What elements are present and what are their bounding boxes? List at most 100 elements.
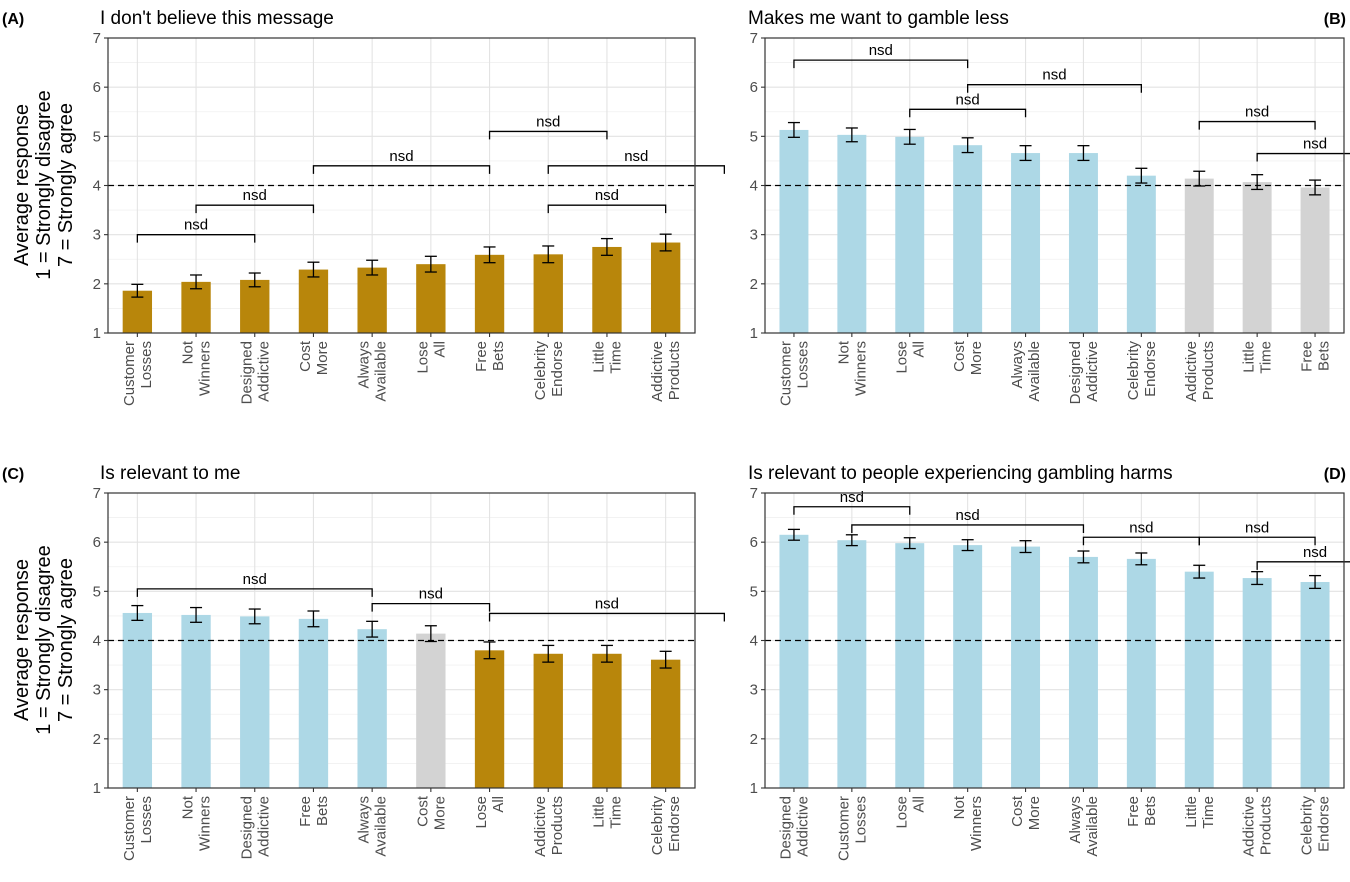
svg-text:FreeBets: FreeBets	[297, 796, 331, 827]
panel-letter: (A)	[2, 11, 24, 28]
error-bar	[659, 650, 672, 669]
error-bar	[542, 245, 555, 264]
chart-panel-2: nsd nsd nsd nsd nsd 1 2 3 4 5 6 7 CustomerLosses NotW…	[748, 8, 1350, 406]
y-tick-label: 4	[93, 633, 101, 650]
nsd-label: nsd	[1129, 519, 1153, 536]
panel-title: Is relevant to people experiencing gambl…	[748, 463, 1173, 484]
panel-letter: (C)	[2, 466, 24, 483]
error-bar	[1309, 179, 1322, 196]
error-bar	[542, 644, 555, 663]
bar	[650, 242, 681, 333]
svg-text:CelebrityEndorse: CelebrityEndorse	[1125, 341, 1159, 401]
nsd-label: nsd	[624, 148, 648, 165]
error-bar	[131, 604, 144, 621]
y-tick-label: 7	[93, 485, 101, 502]
nsd-bracket: nsd	[909, 91, 1027, 118]
y-tick-label: 5	[750, 128, 758, 145]
nsd-bracket: nsd	[136, 217, 256, 243]
error-bar	[483, 641, 496, 660]
x-tick-label: NotWinners	[180, 340, 214, 396]
x-tick-label: CustomerLosses	[121, 796, 155, 861]
svg-text:AddictiveProducts: AddictiveProducts	[1241, 796, 1275, 857]
bar	[1242, 578, 1272, 788]
svg-text:Average response: Average response	[11, 104, 33, 266]
bar	[837, 134, 867, 333]
bar	[895, 543, 925, 788]
bar	[895, 136, 925, 333]
error-bar	[190, 274, 203, 290]
svg-text:Average response: Average response	[11, 559, 33, 721]
bar	[533, 653, 563, 788]
x-tick-label: AlwaysAvailable	[1067, 796, 1101, 857]
svg-text:LittleTime: LittleTime	[590, 341, 624, 374]
bar	[1126, 175, 1156, 333]
bar	[1184, 571, 1214, 788]
svg-text:FreeBets: FreeBets	[473, 341, 507, 372]
bar	[474, 650, 505, 788]
nsd-label: nsd	[956, 507, 980, 524]
error-bar	[1135, 167, 1148, 184]
x-tick-label: AddictiveProducts	[532, 796, 566, 857]
nsd-label: nsd	[243, 187, 267, 204]
nsd-label: nsd	[595, 187, 619, 204]
error-bar	[600, 644, 613, 663]
svg-text:NotWinners: NotWinners	[835, 340, 869, 396]
y-tick-label: 1	[93, 780, 101, 797]
bar	[1242, 182, 1272, 333]
bar	[240, 616, 270, 788]
bar	[779, 129, 809, 333]
error-bar	[424, 625, 437, 643]
error-bar	[1193, 170, 1206, 187]
chart-panel-3: nsd nsd nsd 1 2 3 4 5 6 7 CustomerLosses NotWinners…	[2, 463, 725, 861]
x-tick-label: FreeBets	[1299, 341, 1333, 372]
bar	[298, 269, 329, 333]
nsd-bracket: nsd	[195, 187, 315, 214]
bar	[953, 145, 983, 333]
y-tick-label: 6	[750, 79, 758, 96]
nsd-bracket: nsd	[488, 113, 608, 140]
y-tick-label: 6	[93, 534, 101, 551]
nsd-label: nsd	[184, 217, 208, 234]
x-tick-label: AlwaysAvailable	[356, 341, 390, 402]
svg-text:LoseAll: LoseAll	[414, 341, 448, 374]
nsd-bracket: nsd	[488, 595, 725, 622]
bar	[1184, 178, 1214, 333]
x-tick-label: NotWinners	[951, 795, 985, 851]
panel-title: I don't believe this message	[100, 8, 334, 29]
x-tick-label: CostMore	[1009, 795, 1043, 830]
error-bar	[1193, 564, 1206, 579]
y-tick-label: 2	[93, 276, 101, 293]
x-tick-label: DesignedAddictive	[238, 341, 272, 404]
x-tick-label: DesignedAddictive	[777, 796, 811, 859]
bar	[650, 659, 681, 788]
error-bar	[307, 261, 320, 278]
nsd-label: nsd	[1303, 136, 1327, 153]
x-tick-label: CelebrityEndorse	[649, 796, 683, 856]
nsd-label: nsd	[869, 42, 893, 59]
nsd-label: nsd	[536, 113, 560, 130]
x-tick-label: AddictiveProducts	[1241, 796, 1275, 857]
svg-text:AddictiveProducts: AddictiveProducts	[532, 796, 566, 857]
x-tick-label: CustomerLosses	[121, 341, 155, 406]
nsd-bracket: nsd	[851, 507, 1085, 533]
error-bar	[1135, 552, 1148, 566]
bar	[1011, 546, 1041, 788]
svg-text:FreeBets: FreeBets	[1299, 341, 1333, 372]
error-bar	[1019, 145, 1032, 162]
svg-text:AddictiveProducts: AddictiveProducts	[1183, 341, 1217, 402]
svg-text:DesignedAddictive: DesignedAddictive	[777, 796, 811, 859]
nsd-bracket: nsd	[312, 148, 491, 174]
error-bar	[1251, 571, 1264, 586]
error-bar	[787, 528, 800, 541]
x-tick-label: FreeBets	[1125, 796, 1159, 827]
x-tick-label: AddictiveProducts	[649, 341, 683, 402]
x-tick-label: NotWinners	[835, 340, 869, 396]
bar	[1068, 153, 1098, 333]
y-tick-label: 6	[750, 534, 758, 551]
y-tick-label: 4	[750, 633, 758, 650]
svg-text:1 = Strongly disagree: 1 = Strongly disagree	[33, 545, 55, 735]
svg-text:CostMore: CostMore	[297, 340, 331, 375]
nsd-label: nsd	[1303, 544, 1327, 561]
bar	[1068, 556, 1098, 788]
x-tick-label: LoseAll	[414, 341, 448, 374]
